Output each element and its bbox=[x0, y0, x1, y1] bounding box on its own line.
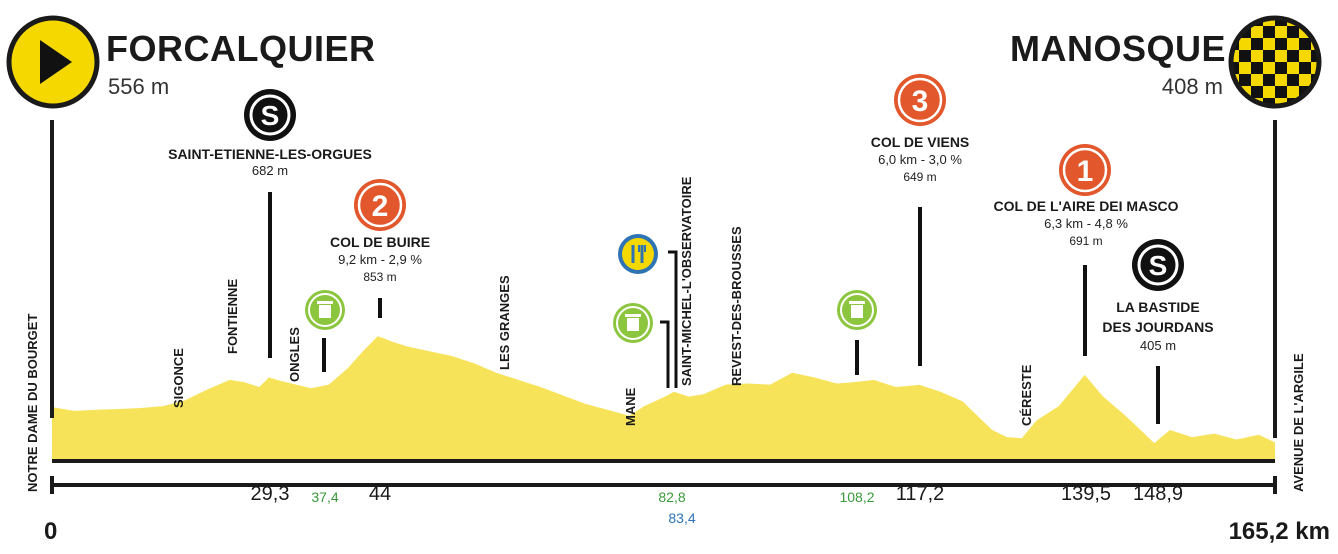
place-label: SIGONCE bbox=[171, 348, 186, 408]
place-label: LES GRANGES bbox=[497, 275, 512, 370]
climb-stats: 9,2 km - 2,9 % bbox=[338, 252, 422, 267]
climb-altitude: 853 m bbox=[363, 270, 397, 284]
place-label: FONTIENNE bbox=[225, 278, 240, 354]
climb-stats: 6,3 km - 4,8 % bbox=[1044, 216, 1128, 231]
feed-zone-icon bbox=[618, 234, 658, 274]
waste-bracket-2 bbox=[660, 320, 670, 388]
waste-zone-icon bbox=[305, 290, 345, 330]
start-altitude: 556 m bbox=[108, 74, 170, 99]
sprint-name-line2: DES JOURDANS bbox=[1102, 319, 1214, 335]
finish-city: MANOSQUE bbox=[1009, 28, 1226, 69]
climb-stats: 6,0 km - 3,0 % bbox=[878, 152, 962, 167]
start-street-label: NOTRE DAME DU BOURGET bbox=[25, 313, 40, 492]
svg-text:S: S bbox=[261, 100, 280, 131]
place-label: SAINT-MICHEL-L'OBSERVATOIRE bbox=[679, 176, 694, 386]
climb-name: COL DE BUIRE bbox=[329, 234, 431, 250]
climb-category-icon: 3 bbox=[894, 74, 946, 126]
sprint-icon: S bbox=[244, 89, 296, 141]
waste-zone-icon bbox=[613, 303, 653, 343]
waste-zone-icon bbox=[837, 290, 877, 330]
km-label-feed: 83,4 bbox=[668, 510, 696, 526]
km-label-waste: 108,2 bbox=[839, 489, 875, 505]
svg-text:1: 1 bbox=[1077, 155, 1094, 188]
climb-altitude: 649 m bbox=[903, 170, 937, 184]
svg-text:S: S bbox=[1149, 250, 1168, 281]
sprint-altitude: 405 m bbox=[1139, 338, 1177, 353]
place-label: ONGLES bbox=[287, 327, 302, 382]
place-label: REVEST-DES-BROUSSES bbox=[729, 226, 744, 386]
profile-area bbox=[52, 336, 1275, 461]
climb-name: COL DE L'AIRE DEI MASCO bbox=[993, 198, 1179, 214]
climb-altitude: 691 m bbox=[1069, 234, 1103, 248]
km-label-waste: 82,8 bbox=[658, 489, 686, 505]
km-label: 139,5 bbox=[1060, 483, 1112, 505]
finish-street-label: AVENUE DE L'ARGILE bbox=[1291, 353, 1306, 492]
place-label: CÉRESTE bbox=[1019, 364, 1034, 426]
sprint-name-line1: LA BASTIDE bbox=[1116, 299, 1200, 315]
climb-name: COL DE VIENS bbox=[870, 134, 970, 150]
km-label-waste: 37,4 bbox=[311, 489, 339, 505]
finish-flag-icon bbox=[1228, 15, 1322, 109]
sprint-altitude: 682 m bbox=[251, 163, 289, 178]
km-label: 29,3 bbox=[250, 483, 290, 505]
start-km: 0 bbox=[44, 518, 58, 545]
km-label: 148,9 bbox=[1132, 483, 1184, 505]
climb-category-icon: 1 bbox=[1059, 144, 1111, 196]
km-label: 44 bbox=[368, 483, 392, 505]
svg-text:2: 2 bbox=[372, 190, 389, 223]
svg-text:3: 3 bbox=[912, 85, 929, 118]
climb-category-icon: 2 bbox=[354, 179, 406, 231]
sprint-name: SAINT-ETIENNE-LES-ORGUES bbox=[168, 146, 372, 162]
feed-bracket bbox=[668, 250, 678, 388]
sprint-icon: S bbox=[1132, 239, 1184, 291]
finish-km: 165,2 km bbox=[1228, 518, 1330, 545]
km-label: 117,2 bbox=[895, 483, 945, 505]
finish-altitude: 408 m bbox=[1161, 74, 1223, 99]
start-icon bbox=[6, 15, 100, 109]
place-label: MANE bbox=[623, 387, 638, 426]
start-city: FORCALQUIER bbox=[106, 28, 376, 69]
